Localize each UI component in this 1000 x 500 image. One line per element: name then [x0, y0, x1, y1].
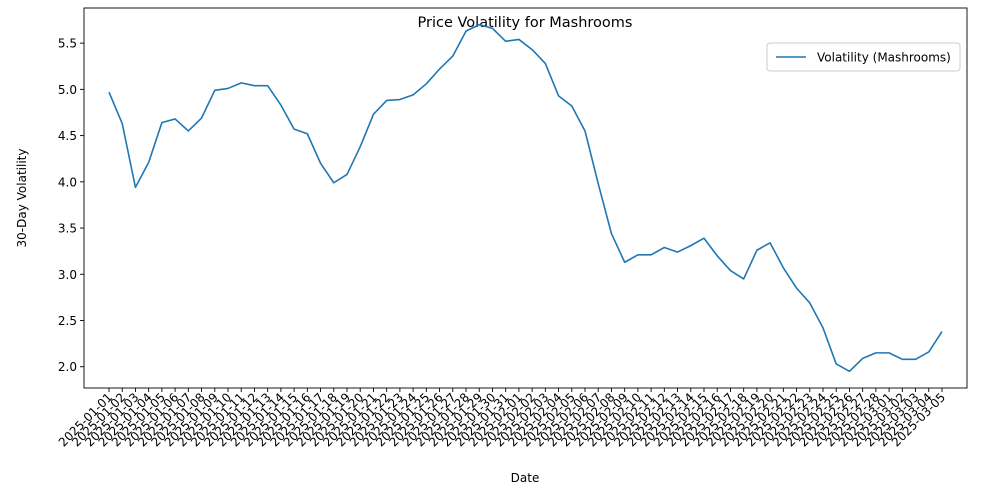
- y-tick-label: 3.5: [58, 222, 77, 236]
- y-tick-label: 5.0: [58, 83, 77, 97]
- y-tick-label: 5.5: [58, 37, 77, 51]
- y-tick-label: 2.0: [58, 360, 77, 374]
- chart-title: Price Volatility for Mashrooms: [418, 15, 633, 31]
- series-lines: [108, 23, 943, 373]
- plot-area-frame: [83, 7, 968, 389]
- y-tick-label: 4.0: [58, 175, 77, 189]
- x-axis-label: Date: [511, 471, 540, 485]
- y-tick-label: 4.5: [58, 129, 77, 143]
- legend-box: [766, 42, 961, 72]
- y-tick-label: 3.0: [58, 268, 77, 282]
- x-axis-ticks: 2025-01-012025-01-022025-01-032025-01-04…: [56, 388, 948, 449]
- legend: Volatility (Mashrooms): [766, 42, 961, 72]
- y-axis-label: 30-Day Volatility: [15, 149, 29, 248]
- y-tick-label: 2.5: [58, 314, 77, 328]
- legend-label: Volatility (Mashrooms): [817, 51, 951, 65]
- series-line-0: [108, 23, 943, 373]
- y-axis-ticks: 2.0 2.5 3.0 3.5 4.0 4.5 5.0 5.5: [58, 37, 84, 374]
